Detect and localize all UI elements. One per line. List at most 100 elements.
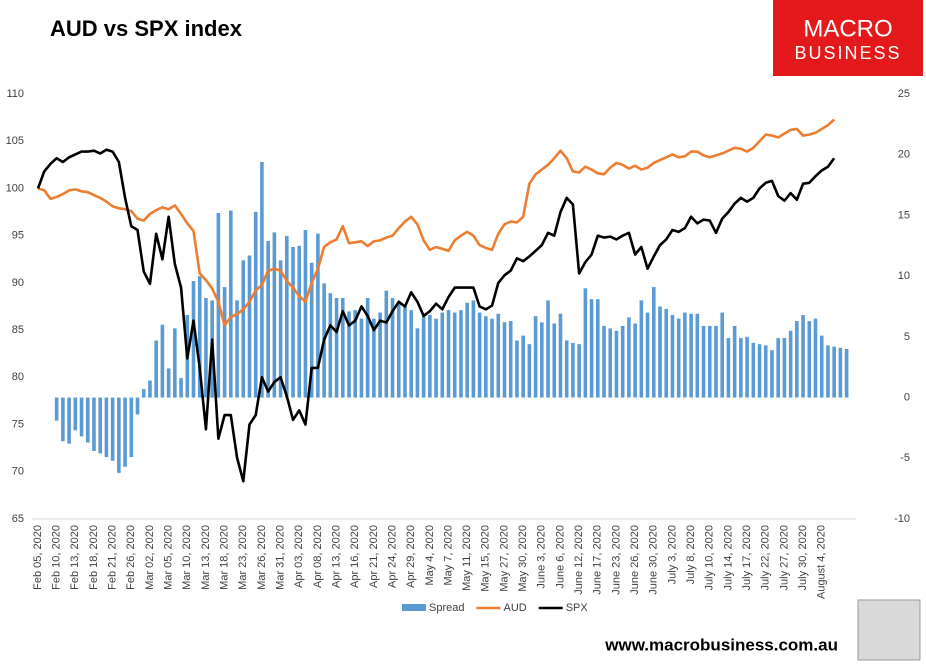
x-tick-label: Mar 02, 2020	[144, 525, 156, 590]
bar	[340, 298, 345, 398]
bar	[123, 397, 127, 467]
bar	[508, 321, 513, 398]
bar	[328, 293, 333, 398]
bar	[826, 345, 830, 398]
line	[36, 148, 836, 483]
bar	[67, 397, 71, 444]
bar	[272, 232, 277, 398]
bar	[92, 397, 96, 451]
bar	[378, 312, 382, 398]
y2-tick-label: 25	[898, 88, 910, 100]
bar	[347, 311, 351, 398]
bar	[465, 302, 469, 398]
bar	[197, 276, 202, 398]
footer: www.macrobusiness.com.au	[604, 635, 838, 654]
bar	[241, 260, 246, 398]
y-tick-label: 110	[6, 88, 24, 100]
legend-label: AUD	[503, 602, 526, 614]
bar	[359, 318, 364, 398]
bar	[813, 318, 818, 398]
bar	[229, 210, 233, 398]
bar	[496, 313, 501, 398]
x-tick-label: July 17, 2020	[741, 525, 753, 590]
bar	[695, 313, 700, 398]
bar	[110, 397, 115, 461]
bar	[477, 312, 482, 398]
x-tick-label: June 26, 2020	[629, 525, 641, 595]
bar	[260, 162, 264, 398]
bar	[608, 328, 613, 398]
line	[37, 118, 836, 327]
bar	[117, 397, 121, 473]
x-tick-label: July 30, 2020	[797, 525, 809, 590]
x-tick-label: Mar 31, 2020	[274, 525, 286, 590]
bar	[104, 397, 109, 458]
bar	[558, 313, 563, 398]
bar	[471, 300, 476, 398]
bar	[732, 325, 737, 398]
bar	[129, 397, 134, 458]
bar	[701, 325, 706, 398]
bar	[651, 287, 656, 398]
bar	[204, 298, 208, 398]
legend-label: SPX	[566, 602, 589, 614]
x-tick-label: Feb 18, 2020	[88, 525, 100, 590]
y-tick-label: 70	[12, 466, 24, 478]
x-tick-label: Apr 08, 2020	[312, 525, 324, 588]
chart-title: AUD vs SPX index	[50, 16, 243, 41]
y2-tick-label: 15	[898, 209, 910, 221]
bar	[807, 321, 812, 398]
bar	[334, 298, 339, 398]
x-tick-label: Mar 18, 2020	[219, 525, 231, 590]
bar	[633, 323, 637, 398]
bar	[403, 306, 407, 398]
x-tick-label: June 12, 2020	[573, 525, 585, 595]
bar	[552, 323, 557, 398]
bar	[421, 316, 426, 398]
x-tick-label: July 3, 2020	[666, 525, 678, 584]
bar	[670, 315, 675, 398]
x-tick-label: July 27, 2020	[778, 525, 790, 590]
bar	[583, 288, 588, 398]
x-tick-label: Apr 03, 2020	[293, 525, 305, 588]
x-tick-label: July 14, 2020	[722, 525, 734, 590]
bar	[720, 312, 724, 398]
bar	[739, 338, 743, 398]
legend-swatch	[402, 604, 426, 611]
bar	[141, 389, 146, 398]
bar	[297, 245, 302, 398]
x-tick-label: May 30, 2020	[517, 525, 529, 592]
y-tick-label: 95	[12, 230, 24, 242]
x-tick-label: June 30, 2020	[648, 525, 660, 595]
y-tick-label: 65	[12, 513, 24, 525]
bar	[409, 310, 413, 398]
y2-tick-label: 10	[898, 270, 910, 282]
bar	[148, 380, 152, 398]
bar	[428, 315, 432, 398]
x-tick-label: Feb 10, 2020	[51, 525, 63, 590]
y2-tick-label: 0	[904, 391, 910, 403]
bar	[390, 298, 395, 398]
bar	[160, 324, 165, 398]
x-tick-label: August 4, 2020	[816, 525, 828, 599]
bar	[222, 287, 227, 398]
bar	[353, 310, 358, 398]
bar	[365, 298, 370, 398]
y-tick-label: 90	[12, 277, 24, 289]
bar	[309, 262, 314, 398]
x-tick-label: Apr 21, 2020	[368, 525, 380, 588]
bar	[614, 330, 619, 398]
bar	[521, 335, 525, 398]
bar	[85, 397, 90, 443]
x-tick-label: Feb 13, 2020	[69, 525, 81, 590]
x-tick-label: Mar 13, 2020	[200, 525, 212, 590]
y-tick-label: 75	[12, 418, 24, 430]
bar	[844, 349, 849, 398]
bar	[676, 318, 681, 398]
bar	[664, 308, 669, 398]
bar	[658, 306, 662, 398]
bar	[683, 312, 687, 398]
bar	[73, 397, 78, 431]
